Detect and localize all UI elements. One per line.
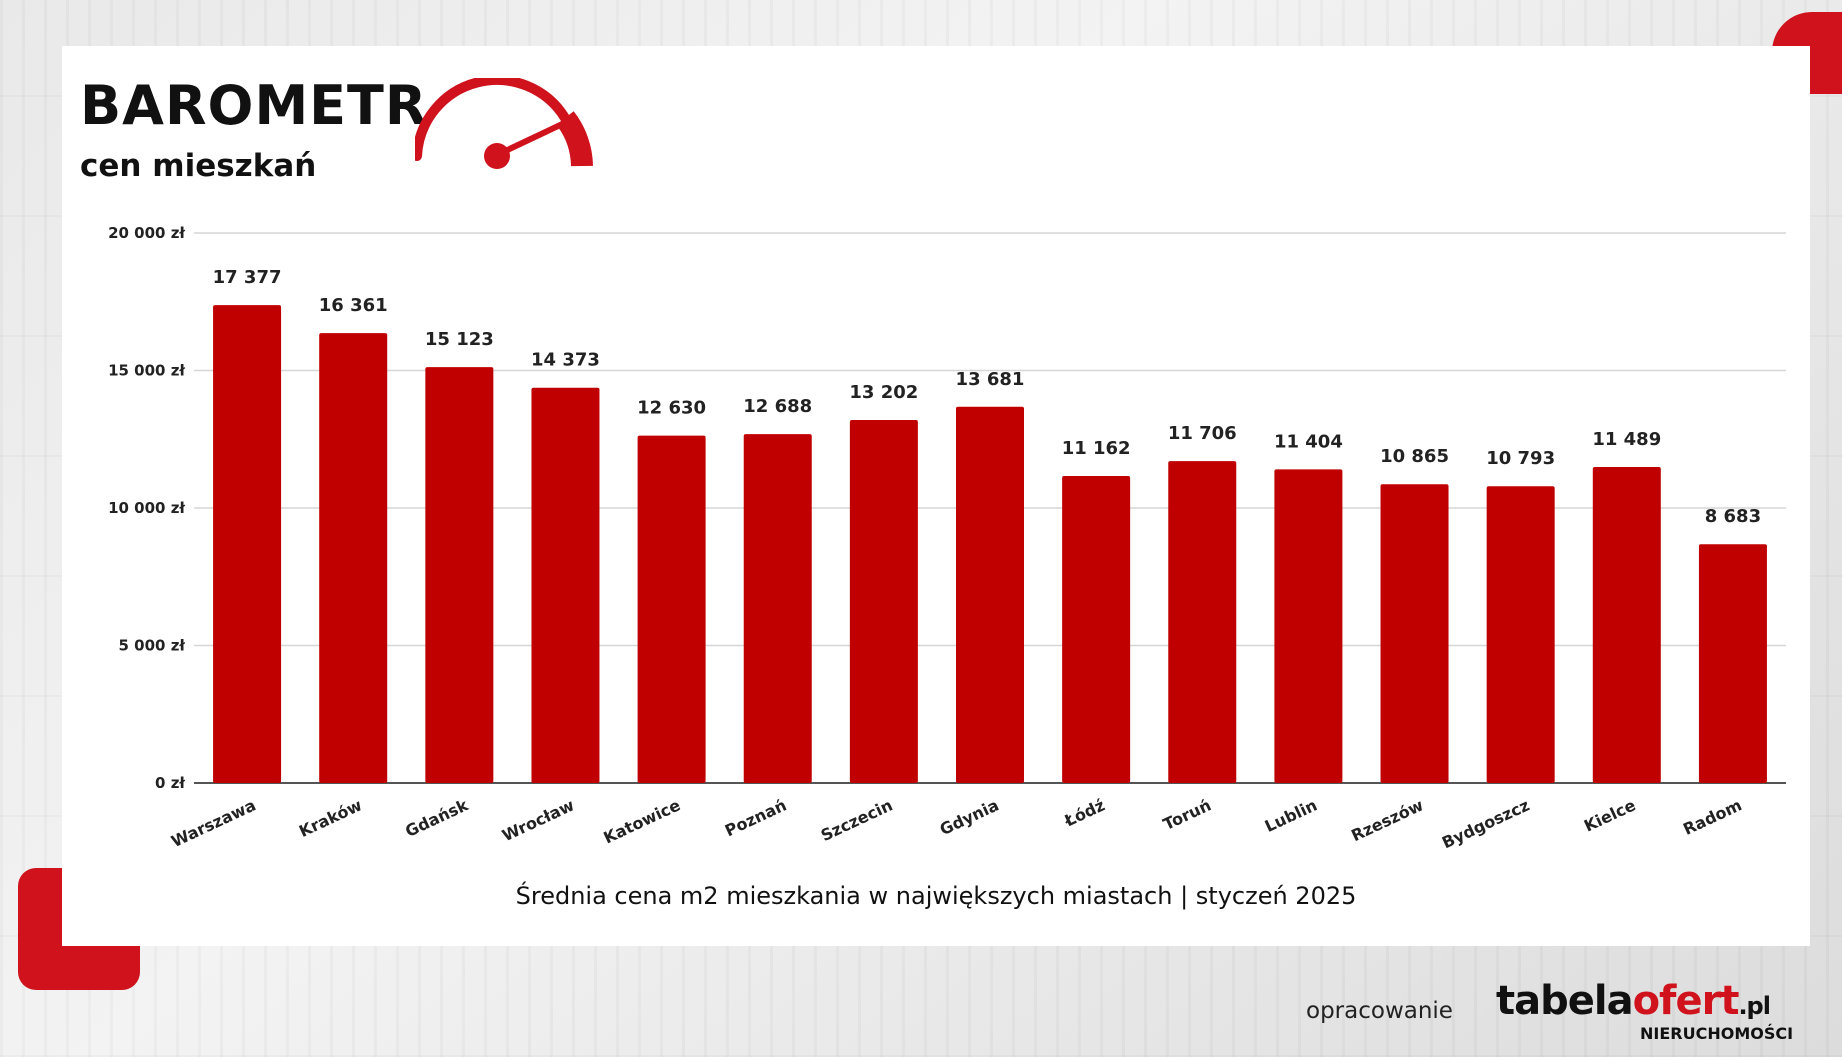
y-tick-label: 20 000 zł	[108, 224, 185, 242]
x-category-label: Gdynia	[937, 795, 1002, 839]
value-label: 17 377	[213, 267, 282, 288]
value-label: 16 361	[319, 295, 388, 316]
bar	[1698, 544, 1767, 783]
value-label: 11 706	[1168, 423, 1237, 444]
page-subtitle: cen mieszkań	[80, 148, 317, 184]
x-category-label: Gdańsk	[402, 795, 471, 841]
value-label: 10 793	[1486, 448, 1555, 469]
x-category-label: Radom	[1680, 795, 1744, 839]
credit-text: opracowanie	[1306, 998, 1453, 1024]
bar	[1062, 476, 1131, 783]
bar	[1592, 467, 1661, 783]
bar	[956, 406, 1024, 783]
x-category-label: Warszawa	[168, 795, 258, 851]
value-label: 11 489	[1592, 429, 1661, 450]
value-label: 11 404	[1274, 431, 1343, 452]
x-category-label: Toruń	[1160, 795, 1214, 834]
page-title: BAROMETR	[80, 74, 428, 137]
bar	[531, 387, 600, 783]
logo-subtitle: NIERUCHOMOŚCI	[1640, 1024, 1794, 1043]
bar	[425, 367, 494, 783]
chart-bars	[213, 305, 1767, 783]
value-label: 13 202	[849, 382, 918, 403]
x-category-label: Bydgoszcz	[1439, 795, 1532, 852]
chart-value-labels: 17 377 16 361 15 123 14 373 12 630 12 688 13 2…	[213, 267, 1761, 527]
y-axis-ticks: 0 zł 5 000 zł 10 000 zł 15 000 zł 20 000 zł	[108, 224, 185, 792]
bar	[849, 419, 918, 783]
bar	[1486, 486, 1555, 783]
value-label: 8 683	[1705, 506, 1761, 527]
x-category-label: Kraków	[296, 795, 365, 841]
y-tick-label: 15 000 zł	[108, 362, 185, 380]
bar	[1380, 484, 1449, 783]
value-label: 13 681	[956, 369, 1025, 390]
bar	[1168, 461, 1237, 783]
value-label: 15 123	[425, 329, 494, 350]
x-category-label: Lublin	[1262, 795, 1320, 836]
y-tick-label: 5 000 zł	[119, 637, 186, 655]
x-category-label: Poznań	[722, 795, 789, 840]
y-tick-label: 0 zł	[155, 774, 185, 792]
chart-caption: Średnia cena m2 mieszkania w największyc…	[515, 882, 1357, 910]
value-label: 12 630	[637, 398, 706, 419]
brand-logo: tabelaofert.pl	[1496, 978, 1771, 1024]
x-axis-categories: Warszawa Kraków Gdańsk Wrocław Katowice Pozna…	[168, 795, 1744, 852]
bar	[319, 333, 388, 783]
bar	[637, 435, 706, 783]
logo-main: tabela	[1496, 978, 1634, 1024]
x-category-label: Katowice	[601, 795, 684, 847]
y-tick-label: 10 000 zł	[108, 499, 185, 517]
x-category-label: Rzeszów	[1348, 795, 1426, 845]
value-label: 10 865	[1380, 446, 1449, 467]
logo-accent: ofert	[1632, 978, 1740, 1024]
value-label: 11 162	[1062, 438, 1131, 459]
x-category-label: Łódź	[1061, 795, 1108, 830]
x-category-label: Kielce	[1581, 795, 1639, 835]
x-category-label: Szczecin	[818, 795, 896, 845]
bar	[1274, 469, 1343, 783]
x-category-label: Wrocław	[499, 795, 577, 845]
bar	[213, 305, 282, 783]
gauge-icon	[415, 78, 593, 169]
bar	[743, 434, 812, 783]
value-label: 12 688	[743, 396, 812, 417]
value-label: 14 373	[531, 350, 600, 371]
logo-tld: .pl	[1738, 992, 1771, 1020]
